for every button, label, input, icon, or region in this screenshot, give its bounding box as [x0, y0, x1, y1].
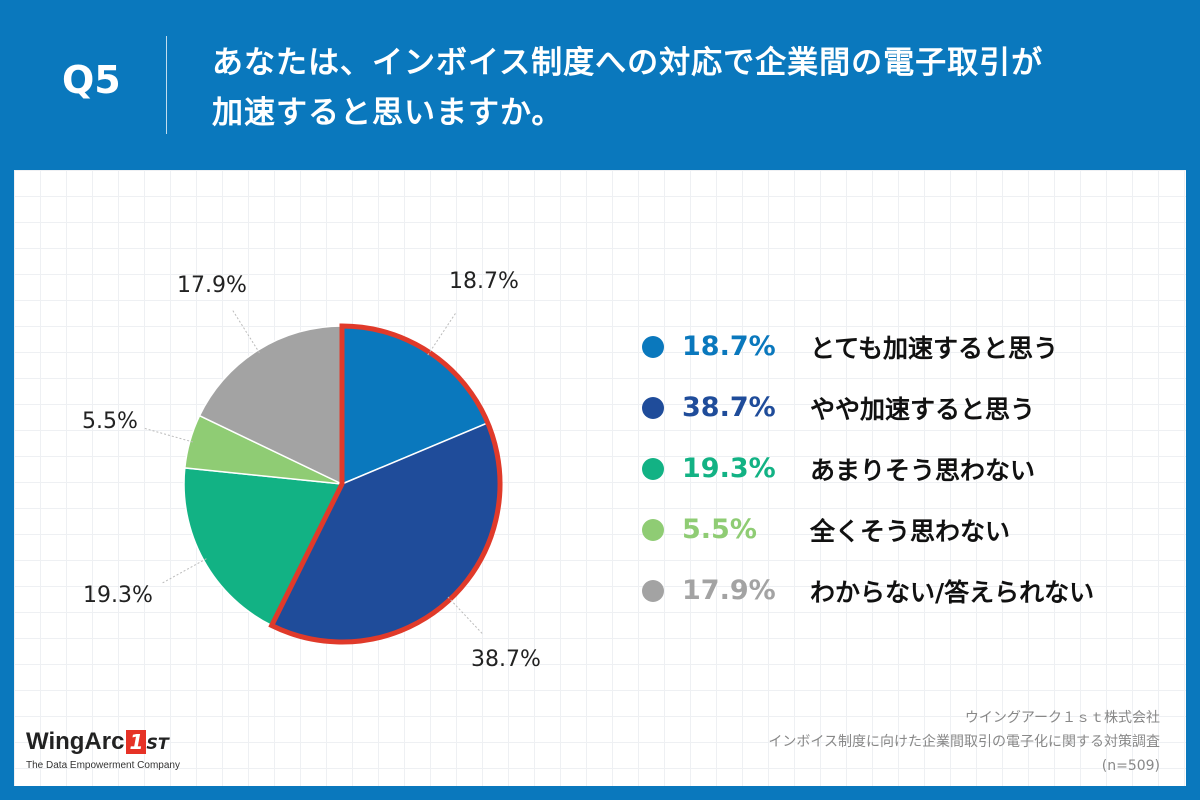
leader-line	[161, 558, 207, 584]
legend-item: 38.7% やや加速すると思う	[642, 377, 1035, 438]
logo-suffix: ST	[146, 734, 169, 753]
slice-label: 19.3%	[83, 583, 153, 608]
slice-label: 38.7%	[471, 647, 541, 672]
question-number: Q5	[62, 58, 121, 102]
legend-item: 19.3% あまりそう思わない	[642, 438, 1035, 499]
slice-label: 5.5%	[82, 409, 138, 434]
leader-line	[231, 309, 260, 354]
slice-label: 17.9%	[177, 273, 247, 298]
wingarc-logo: WingArc 1 ST The Data Empowerment Company	[26, 728, 180, 771]
slice-label: 18.7%	[449, 269, 519, 294]
legend-dot	[642, 518, 664, 541]
pie-slice	[183, 467, 344, 627]
legend-percent: 19.3%	[682, 453, 776, 484]
question-line-2: 加速すると思いますか。	[212, 95, 564, 131]
legend-dot	[642, 335, 664, 358]
legend-label: とても加速すると思う	[810, 333, 1059, 363]
highlight-border	[268, 323, 503, 645]
legend-dot	[642, 457, 664, 480]
source-sample: (n=509)	[1101, 758, 1160, 774]
legend-label: 全くそう思わない	[810, 516, 1011, 546]
legend-item: 5.5% 全くそう思わない	[642, 499, 1010, 560]
legend-label: あまりそう思わない	[810, 455, 1036, 485]
source-survey: インボイス制度に向けた企業間取引の電子化に関する対策調査	[768, 734, 1160, 750]
legend-percent: 17.9%	[682, 575, 776, 606]
leader-line	[447, 596, 484, 635]
pie-slice	[198, 325, 343, 486]
leader-line	[427, 312, 457, 356]
source-note: ウイングアーク１ｓｔ株式会社 インボイス制度に向けた企業間取引の電子化に関する対…	[768, 706, 1160, 778]
legend-percent: 38.7%	[682, 392, 776, 423]
header-divider	[166, 36, 167, 134]
question-line-1: あなたは、インボイス制度への対応で企業間の電子取引が	[212, 45, 1044, 81]
pie-chart: 18.7% 38.7% 19.3% 5.5% 17.9%	[82, 269, 541, 672]
legend-item: 17.9% わからない/答えられない	[642, 560, 1094, 621]
legend-label: わからない/答えられない	[810, 577, 1095, 607]
legend-label: やや加速すると思う	[810, 394, 1036, 424]
header: Q5 あなたは、インボイス制度への対応で企業間の電子取引が 加速すると思いますか…	[0, 0, 1200, 168]
legend-percent: 18.7%	[682, 331, 776, 362]
legend-percent: 5.5%	[682, 514, 757, 545]
logo-name: WingArc	[26, 728, 125, 755]
legend-dot	[642, 396, 664, 419]
question-title: あなたは、インボイス制度への対応で企業間の電子取引が 加速すると思いますか。	[212, 38, 1043, 138]
legend: 18.7% とても加速すると思う 38.7% やや加速すると思う 19.3% あ…	[642, 316, 1094, 621]
legend-dot	[642, 579, 664, 602]
logo-badge: 1	[126, 730, 147, 754]
source-company: ウイングアーク１ｓｔ株式会社	[964, 710, 1160, 726]
legend-item: 18.7% とても加速すると思う	[642, 316, 1058, 377]
chart-panel: 18.7% 38.7% 19.3% 5.5% 17.9% 18.7% とても加速すると思…	[14, 170, 1186, 786]
leader-line	[143, 427, 194, 443]
logo-tagline: The Data Empowerment Company	[26, 760, 180, 771]
